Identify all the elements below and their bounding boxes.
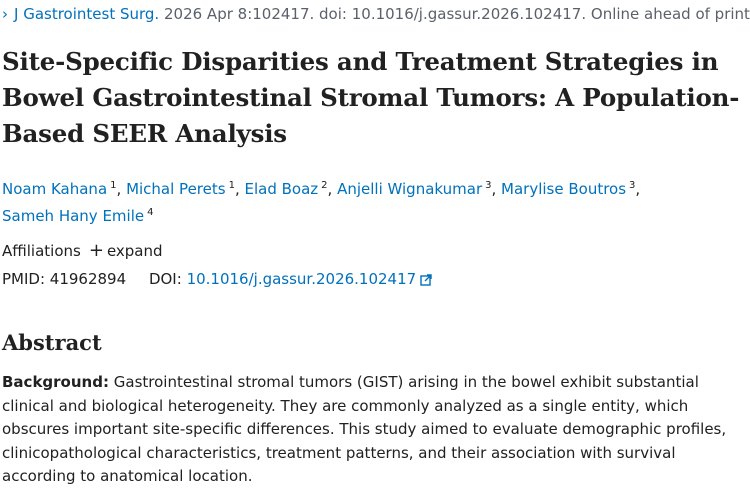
expand-label: expand [106, 242, 163, 260]
doi-label: DOI: [148, 270, 182, 288]
affiliations-toggle[interactable]: Affiliations + expand [2, 240, 163, 262]
affiliation-ref[interactable]: 3 [629, 180, 636, 191]
doi-value: 10.1016/j.gassur.2026.102417 [186, 270, 417, 288]
author-list: Noam Kahana 1, Michal Perets 1, Elad Boaz 2… [2, 180, 641, 225]
identifiers: PMID: 41962894 DOI: 10.1016/j.gassur.202… [2, 268, 432, 290]
affiliations-label: Affiliations [2, 242, 81, 260]
doi-link[interactable]: 10.1016/j.gassur.2026.102417 [187, 270, 433, 288]
background-text: Gastrointestinal stromal tumors (GIST) a… [2, 373, 727, 485]
author-link[interactable]: Sameh Hany Emile [2, 207, 145, 225]
journal-link[interactable]: J Gastrointest Surg. [14, 5, 160, 23]
pmid-value: 41962894 [49, 270, 127, 288]
author-link[interactable]: Marylise Boutros [501, 180, 627, 198]
abstract-background: Background: Gastrointestinal stromal tum… [2, 371, 750, 489]
chevron-right-icon: › [2, 5, 8, 23]
author-link[interactable]: Anjelli Wignakumar [337, 180, 483, 198]
external-link-icon [420, 274, 432, 286]
citation-line: › J Gastrointest Surg. 2026 Apr 8:102417.… [2, 4, 750, 24]
author-link[interactable]: Noam Kahana [2, 180, 108, 198]
abstract-heading: Abstract [2, 330, 102, 355]
affiliation-ref[interactable]: 2 [321, 180, 328, 191]
affiliation-ref[interactable]: 3 [485, 180, 492, 191]
author-link[interactable]: Michal Perets [126, 180, 226, 198]
pmid-label: PMID: [2, 270, 46, 288]
affiliation-ref[interactable]: 1 [228, 180, 235, 191]
background-label: Background: [2, 373, 109, 391]
author-link[interactable]: Elad Boaz [244, 180, 319, 198]
citation-details: 2026 Apr 8:102417. doi: 10.1016/j.gassur… [163, 5, 750, 23]
plus-icon: + [88, 240, 104, 261]
article-title: Site-Specific Disparities and Treatment … [2, 47, 740, 148]
affiliation-ref[interactable]: 4 [147, 207, 154, 218]
affiliation-ref[interactable]: 1 [110, 180, 117, 191]
